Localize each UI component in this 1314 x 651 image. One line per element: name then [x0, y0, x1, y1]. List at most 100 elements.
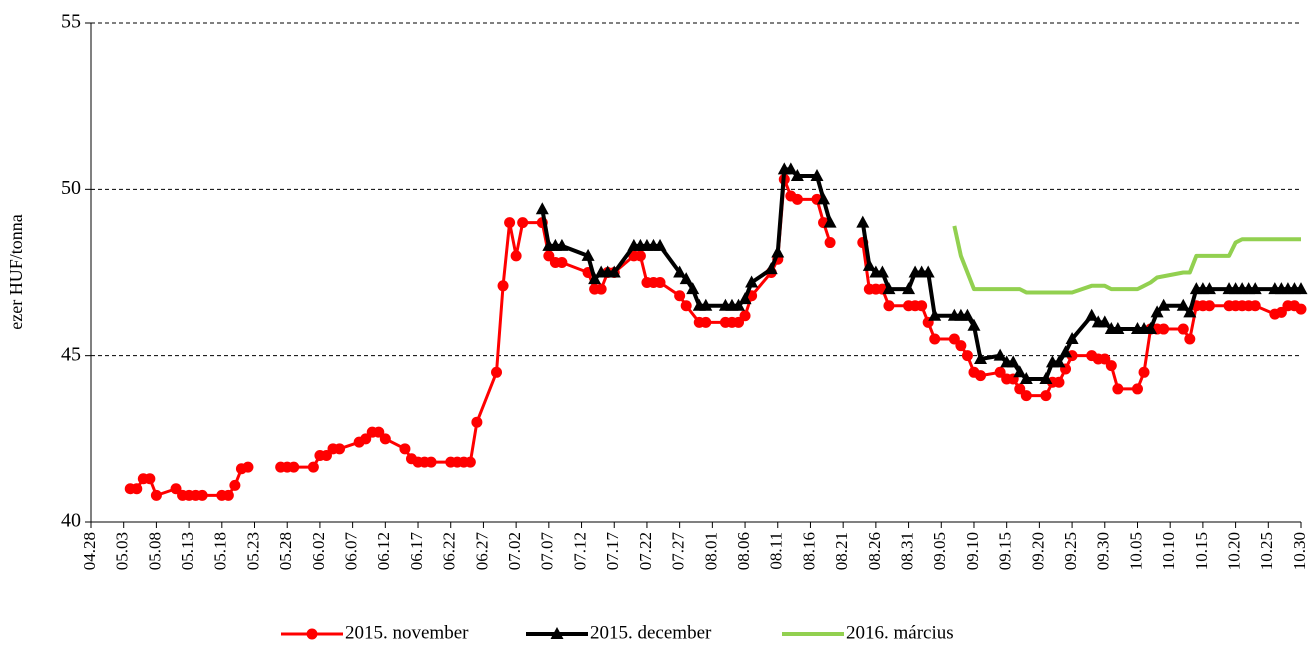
- x-tick-label: 09.25: [1061, 532, 1080, 570]
- data-point: [150, 489, 162, 501]
- data-point: [1013, 365, 1027, 378]
- data-point: [471, 416, 483, 428]
- data-point: [1040, 390, 1052, 402]
- x-tick-label: 08.06: [734, 532, 753, 570]
- data-point: [902, 282, 916, 295]
- x-tick-label: 05.18: [211, 532, 230, 570]
- data-point: [144, 473, 156, 485]
- data-point: [883, 300, 895, 312]
- data-point: [1052, 355, 1066, 368]
- data-point: [699, 298, 713, 311]
- data-point: [955, 340, 967, 352]
- data-point: [131, 483, 143, 495]
- data-point: [1248, 282, 1262, 295]
- x-tick-label: 06.17: [407, 532, 426, 571]
- data-point: [1177, 323, 1189, 335]
- data-point: [1203, 300, 1215, 312]
- data-point: [700, 316, 712, 328]
- data-point: [1019, 371, 1033, 384]
- x-tick-label: 06.07: [342, 532, 361, 571]
- data-point: [961, 350, 973, 362]
- data-point: [379, 433, 391, 445]
- data-point: [916, 300, 928, 312]
- data-point: [967, 318, 981, 331]
- data-point: [673, 265, 687, 278]
- data-point: [817, 192, 831, 205]
- data-point: [1295, 303, 1307, 315]
- data-point: [771, 245, 785, 258]
- x-tick-label: 10.20: [1225, 532, 1244, 570]
- data-point: [288, 461, 300, 473]
- data-point: [535, 202, 549, 215]
- data-point: [1184, 333, 1196, 345]
- data-point: [738, 292, 752, 305]
- data-point: [824, 237, 836, 249]
- data-point: [674, 290, 686, 302]
- data-point: [862, 258, 876, 271]
- data-point: [1176, 298, 1190, 311]
- data-point: [960, 308, 974, 321]
- data-point: [1065, 332, 1079, 345]
- data-point: [823, 215, 837, 228]
- x-tick-label: 09.05: [930, 532, 949, 570]
- y-axis-label: ezer HUF/tonna: [6, 214, 26, 329]
- x-tick-label: 07.12: [570, 532, 589, 570]
- data-point: [581, 248, 595, 261]
- data-point: [634, 250, 646, 262]
- data-point: [464, 456, 476, 468]
- series-line: [130, 177, 1302, 497]
- legend-marker: [550, 627, 564, 639]
- data-point: [491, 366, 503, 378]
- x-tick-label: 08.11: [767, 532, 786, 570]
- data-point: [1249, 300, 1261, 312]
- data-point: [497, 280, 509, 292]
- data-point: [1039, 371, 1053, 384]
- y-tick-label: 45: [61, 343, 81, 365]
- data-point: [1157, 298, 1171, 311]
- y-tick-label: 50: [61, 177, 81, 199]
- data-point: [1085, 308, 1099, 321]
- data-point: [1053, 376, 1065, 388]
- x-tick-label: 07.27: [669, 532, 688, 571]
- data-point: [732, 298, 746, 311]
- data-point: [653, 238, 667, 251]
- x-tick-label: 08.31: [897, 532, 916, 570]
- x-tick-label: 05.03: [113, 532, 132, 570]
- data-point: [1098, 315, 1112, 328]
- x-tick-label: 08.16: [799, 532, 818, 570]
- data-point: [856, 215, 870, 228]
- x-tick-label: 06.12: [374, 532, 393, 570]
- x-tick-label: 09.30: [1094, 532, 1113, 570]
- data-point: [242, 461, 254, 473]
- data-point: [993, 348, 1007, 361]
- data-point: [974, 351, 988, 364]
- data-point: [1183, 305, 1197, 318]
- data-point: [1112, 383, 1124, 395]
- data-point: [679, 272, 693, 285]
- data-point: [1294, 282, 1308, 295]
- x-tick-label: 05.23: [243, 532, 262, 570]
- legend-marker: [306, 628, 318, 640]
- data-point: [654, 276, 666, 288]
- data-point: [810, 169, 824, 182]
- x-tick-label: 07.07: [538, 532, 557, 571]
- data-point: [929, 333, 941, 345]
- data-point: [739, 310, 751, 322]
- y-tick-label: 40: [61, 510, 81, 532]
- data-point: [882, 282, 896, 295]
- data-point: [588, 272, 602, 285]
- series-line: [952, 225, 1301, 295]
- data-point: [504, 217, 516, 229]
- x-tick-label: 10.30: [1290, 532, 1309, 570]
- data-point: [1111, 322, 1125, 335]
- x-tick-label: 07.22: [636, 532, 655, 570]
- x-tick-label: 05.08: [145, 532, 164, 570]
- x-tick-label: 06.27: [472, 532, 491, 571]
- data-point: [555, 238, 569, 251]
- data-point: [1158, 323, 1170, 335]
- x-tick-label: 08.26: [865, 532, 884, 570]
- x-tick-label: 10.15: [1192, 532, 1211, 570]
- x-tick-label: 06.02: [309, 532, 328, 570]
- x-tick-label: 04.28: [80, 532, 99, 570]
- data-point: [764, 262, 778, 275]
